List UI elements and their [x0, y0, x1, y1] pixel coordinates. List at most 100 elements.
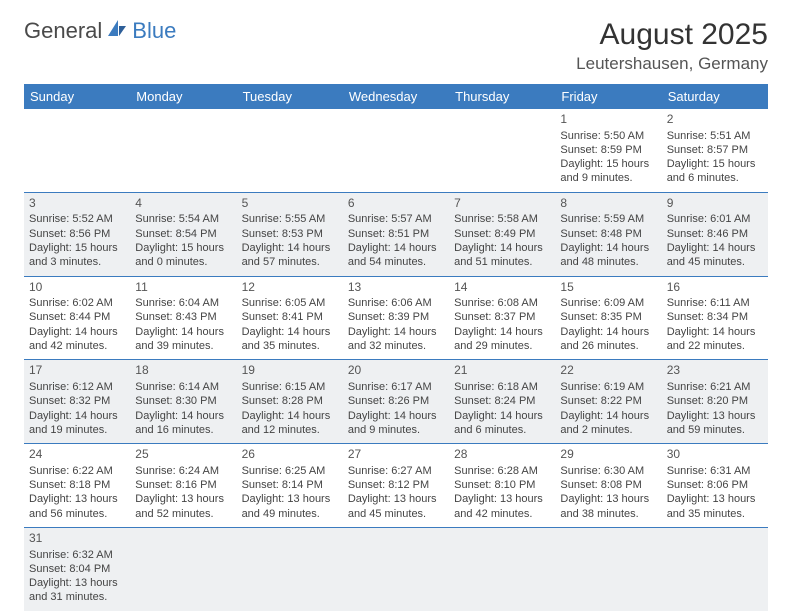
calendar-cell: 21Sunrise: 6:18 AMSunset: 8:24 PMDayligh… — [449, 360, 555, 444]
day-number: 13 — [348, 280, 444, 296]
sunrise-text: Sunrise: 6:28 AM — [454, 464, 550, 478]
calendar-cell: 17Sunrise: 6:12 AMSunset: 8:32 PMDayligh… — [24, 360, 130, 444]
calendar-cell — [449, 109, 555, 192]
header: General Blue August 2025 Leutershausen, … — [24, 18, 768, 74]
sunset-text: Sunset: 8:39 PM — [348, 310, 444, 324]
day-number: 12 — [242, 280, 338, 296]
sunset-text: Sunset: 8:57 PM — [667, 143, 763, 157]
sunrise-text: Sunrise: 6:18 AM — [454, 380, 550, 394]
daylight-text: and 35 minutes. — [242, 339, 338, 353]
daylight-text: and 51 minutes. — [454, 255, 550, 269]
daylight-text: and 52 minutes. — [135, 507, 231, 521]
weekday-header: Monday — [130, 84, 236, 109]
calendar-row: 3Sunrise: 5:52 AMSunset: 8:56 PMDaylight… — [24, 192, 768, 276]
daylight-text: Daylight: 14 hours — [242, 241, 338, 255]
daylight-text: Daylight: 13 hours — [560, 492, 656, 506]
day-number: 1 — [560, 112, 656, 128]
calendar-cell: 8Sunrise: 5:59 AMSunset: 8:48 PMDaylight… — [555, 192, 661, 276]
sunset-text: Sunset: 8:56 PM — [29, 227, 125, 241]
sunrise-text: Sunrise: 6:25 AM — [242, 464, 338, 478]
weekday-header: Wednesday — [343, 84, 449, 109]
day-number: 11 — [135, 280, 231, 296]
sunset-text: Sunset: 8:43 PM — [135, 310, 231, 324]
daylight-text: Daylight: 14 hours — [29, 325, 125, 339]
daylight-text: and 9 minutes. — [560, 171, 656, 185]
month-title: August 2025 — [576, 18, 768, 52]
calendar-cell: 19Sunrise: 6:15 AMSunset: 8:28 PMDayligh… — [237, 360, 343, 444]
sunrise-text: Sunrise: 6:30 AM — [560, 464, 656, 478]
sunrise-text: Sunrise: 6:02 AM — [29, 296, 125, 310]
daylight-text: and 22 minutes. — [667, 339, 763, 353]
logo-word2: Blue — [132, 18, 176, 44]
daylight-text: and 31 minutes. — [29, 590, 125, 604]
sunrise-text: Sunrise: 6:12 AM — [29, 380, 125, 394]
weekday-header-row: Sunday Monday Tuesday Wednesday Thursday… — [24, 84, 768, 109]
daylight-text: Daylight: 14 hours — [348, 241, 444, 255]
weekday-header: Friday — [555, 84, 661, 109]
daylight-text: Daylight: 15 hours — [135, 241, 231, 255]
day-number: 15 — [560, 280, 656, 296]
calendar-cell: 23Sunrise: 6:21 AMSunset: 8:20 PMDayligh… — [662, 360, 768, 444]
sunset-text: Sunset: 8:48 PM — [560, 227, 656, 241]
calendar-cell: 2Sunrise: 5:51 AMSunset: 8:57 PMDaylight… — [662, 109, 768, 192]
day-number: 26 — [242, 447, 338, 463]
calendar-cell — [662, 527, 768, 610]
daylight-text: Daylight: 15 hours — [29, 241, 125, 255]
daylight-text: Daylight: 14 hours — [348, 325, 444, 339]
sunset-text: Sunset: 8:51 PM — [348, 227, 444, 241]
sunset-text: Sunset: 8:16 PM — [135, 478, 231, 492]
sunrise-text: Sunrise: 5:50 AM — [560, 129, 656, 143]
calendar-cell: 29Sunrise: 6:30 AMSunset: 8:08 PMDayligh… — [555, 444, 661, 528]
sunrise-text: Sunrise: 6:06 AM — [348, 296, 444, 310]
day-number: 18 — [135, 363, 231, 379]
sunset-text: Sunset: 8:44 PM — [29, 310, 125, 324]
day-number: 19 — [242, 363, 338, 379]
sunset-text: Sunset: 8:37 PM — [454, 310, 550, 324]
sunset-text: Sunset: 8:06 PM — [667, 478, 763, 492]
calendar-row: 17Sunrise: 6:12 AMSunset: 8:32 PMDayligh… — [24, 360, 768, 444]
daylight-text: Daylight: 14 hours — [242, 325, 338, 339]
daylight-text: and 3 minutes. — [29, 255, 125, 269]
daylight-text: and 39 minutes. — [135, 339, 231, 353]
daylight-text: Daylight: 14 hours — [560, 241, 656, 255]
sunrise-text: Sunrise: 6:15 AM — [242, 380, 338, 394]
calendar-cell: 24Sunrise: 6:22 AMSunset: 8:18 PMDayligh… — [24, 444, 130, 528]
daylight-text: and 56 minutes. — [29, 507, 125, 521]
calendar-cell: 25Sunrise: 6:24 AMSunset: 8:16 PMDayligh… — [130, 444, 236, 528]
daylight-text: Daylight: 13 hours — [454, 492, 550, 506]
sunrise-text: Sunrise: 6:01 AM — [667, 212, 763, 226]
sunset-text: Sunset: 8:30 PM — [135, 394, 231, 408]
sunset-text: Sunset: 8:35 PM — [560, 310, 656, 324]
daylight-text: and 0 minutes. — [135, 255, 231, 269]
daylight-text: Daylight: 13 hours — [29, 492, 125, 506]
sunset-text: Sunset: 8:20 PM — [667, 394, 763, 408]
calendar-row: 24Sunrise: 6:22 AMSunset: 8:18 PMDayligh… — [24, 444, 768, 528]
day-number: 31 — [29, 531, 125, 547]
sunrise-text: Sunrise: 6:32 AM — [29, 548, 125, 562]
calendar-cell: 14Sunrise: 6:08 AMSunset: 8:37 PMDayligh… — [449, 276, 555, 360]
daylight-text: and 6 minutes. — [667, 171, 763, 185]
daylight-text: and 29 minutes. — [454, 339, 550, 353]
sunrise-text: Sunrise: 6:11 AM — [667, 296, 763, 310]
calendar-cell — [130, 527, 236, 610]
sunrise-text: Sunrise: 5:57 AM — [348, 212, 444, 226]
calendar-cell — [343, 527, 449, 610]
daylight-text: and 54 minutes. — [348, 255, 444, 269]
calendar-cell: 26Sunrise: 6:25 AMSunset: 8:14 PMDayligh… — [237, 444, 343, 528]
sunrise-text: Sunrise: 6:17 AM — [348, 380, 444, 394]
daylight-text: Daylight: 13 hours — [242, 492, 338, 506]
sunset-text: Sunset: 8:32 PM — [29, 394, 125, 408]
day-number: 20 — [348, 363, 444, 379]
sunrise-text: Sunrise: 5:52 AM — [29, 212, 125, 226]
day-number: 7 — [454, 196, 550, 212]
sunrise-text: Sunrise: 5:59 AM — [560, 212, 656, 226]
daylight-text: and 49 minutes. — [242, 507, 338, 521]
daylight-text: Daylight: 14 hours — [454, 241, 550, 255]
day-number: 5 — [242, 196, 338, 212]
sunrise-text: Sunrise: 5:58 AM — [454, 212, 550, 226]
sunset-text: Sunset: 8:34 PM — [667, 310, 763, 324]
calendar-cell: 20Sunrise: 6:17 AMSunset: 8:26 PMDayligh… — [343, 360, 449, 444]
title-block: August 2025 Leutershausen, Germany — [576, 18, 768, 74]
day-number: 10 — [29, 280, 125, 296]
day-number: 23 — [667, 363, 763, 379]
